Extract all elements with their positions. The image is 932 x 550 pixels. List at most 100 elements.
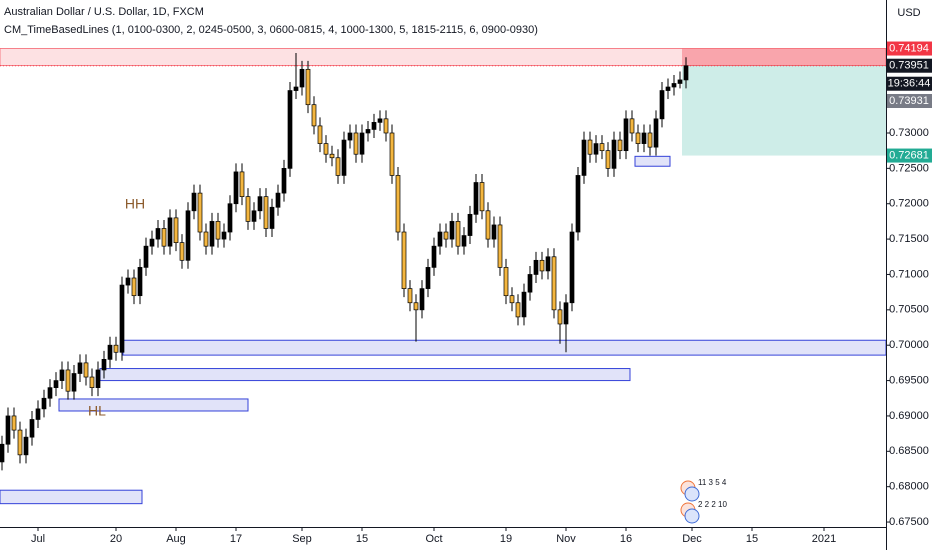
- demand-zone: [634, 155, 671, 167]
- candle-body: [647, 132, 653, 148]
- candle-body: [209, 221, 215, 247]
- candle-body: [419, 288, 425, 311]
- candle-body: [491, 224, 497, 240]
- candle-body: [191, 192, 197, 212]
- x-tick-label: Sep: [292, 533, 312, 545]
- candle-body: [143, 245, 149, 268]
- candle-body: [641, 132, 647, 144]
- candle-body: [425, 267, 431, 289]
- y-tick-label: 0.69500: [889, 374, 929, 386]
- candle-body: [473, 182, 479, 215]
- candle-body: [53, 380, 59, 388]
- countdown: 19:36:44: [888, 78, 931, 90]
- annotation: HH: [125, 196, 145, 212]
- candle-body: [635, 132, 641, 144]
- target-zone: [682, 65, 886, 156]
- price-tag: [887, 41, 932, 56]
- y-tick-label: 0.68000: [889, 481, 929, 493]
- candle-body: [413, 302, 419, 311]
- candle-body: [623, 118, 629, 152]
- y-tick-label: 0.69000: [889, 410, 929, 422]
- event-icon: [684, 486, 700, 502]
- candle-body: [185, 210, 191, 261]
- x-tick-label: 19: [500, 533, 512, 545]
- candle-body: [581, 139, 587, 176]
- candle-body: [269, 206, 275, 229]
- candle-body: [227, 203, 233, 233]
- price-tag-label: 0.74194: [889, 42, 929, 54]
- x-tick-label: 15: [746, 533, 758, 545]
- candle-body: [221, 231, 227, 240]
- y-tick-label: 0.73000: [889, 127, 929, 139]
- candle-body: [341, 139, 347, 176]
- candle-body: [539, 259, 545, 272]
- candle-body: [179, 242, 185, 261]
- candle-body: [65, 369, 71, 392]
- demand-zone: [99, 368, 631, 382]
- candle-body: [293, 86, 299, 91]
- candle-body: [197, 192, 203, 233]
- candle-body: [665, 86, 671, 91]
- candle-body: [557, 309, 563, 325]
- event-icons: [680, 480, 700, 524]
- candle-body: [617, 139, 623, 152]
- annotation: HL: [88, 403, 106, 419]
- candle-body: [551, 256, 557, 311]
- candle-body: [17, 429, 23, 456]
- candle-body: [275, 192, 281, 208]
- candle-body: [77, 362, 83, 374]
- candle-body: [563, 302, 569, 325]
- candle-body: [305, 68, 311, 106]
- candle-body: [449, 221, 455, 240]
- candle-body: [233, 171, 239, 205]
- candle-body: [683, 65, 689, 81]
- candle-body: [113, 344, 119, 353]
- candle-body: [437, 231, 443, 247]
- candle-body: [35, 408, 41, 420]
- candle-body: [317, 125, 323, 144]
- candle-body: [611, 139, 617, 169]
- candle-body: [509, 295, 515, 304]
- candle-body: [389, 132, 395, 176]
- candle-body: [41, 397, 47, 410]
- plot: [0, 48, 887, 505]
- demand-zone: [0, 489, 143, 505]
- candle-body: [95, 369, 101, 388]
- price-tag-label: 0.72681: [889, 149, 929, 161]
- candle-body: [251, 210, 257, 222]
- candle-body: [431, 245, 437, 268]
- y-tick-label: 0.70500: [889, 304, 929, 316]
- candle-body: [461, 235, 467, 247]
- x-tick-label: Dec: [682, 533, 702, 545]
- candle-body: [245, 196, 251, 222]
- candle-body: [5, 415, 11, 445]
- candle-body: [155, 228, 161, 240]
- candle-body: [215, 221, 221, 240]
- candle-body: [653, 118, 659, 148]
- candle-body: [521, 291, 527, 318]
- candle-body: [203, 231, 209, 247]
- x-tick-label: 15: [356, 533, 368, 545]
- stop-zone: [682, 48, 886, 66]
- candle-body: [467, 213, 473, 236]
- x-tick-label: 16: [620, 533, 632, 545]
- price-tag-label: 0.73931: [889, 95, 929, 107]
- y-tick-label: 0.72500: [889, 162, 929, 174]
- candle-body: [29, 419, 35, 438]
- candle-body: [587, 139, 593, 155]
- candle-body: [263, 196, 269, 229]
- candle-body: [239, 171, 245, 198]
- candle-body: [545, 256, 551, 272]
- candle-body: [89, 376, 95, 388]
- y-tick-label: 0.67500: [889, 516, 929, 528]
- currency-label: USD: [897, 7, 920, 19]
- candle-body: [257, 196, 263, 212]
- candle-body: [359, 132, 365, 155]
- candle-body: [161, 228, 167, 247]
- y-tick-label: 0.72000: [889, 198, 929, 210]
- candle-body: [383, 118, 389, 134]
- candle-body: [101, 359, 107, 371]
- candle-body: [443, 231, 449, 240]
- candle-body: [677, 79, 683, 84]
